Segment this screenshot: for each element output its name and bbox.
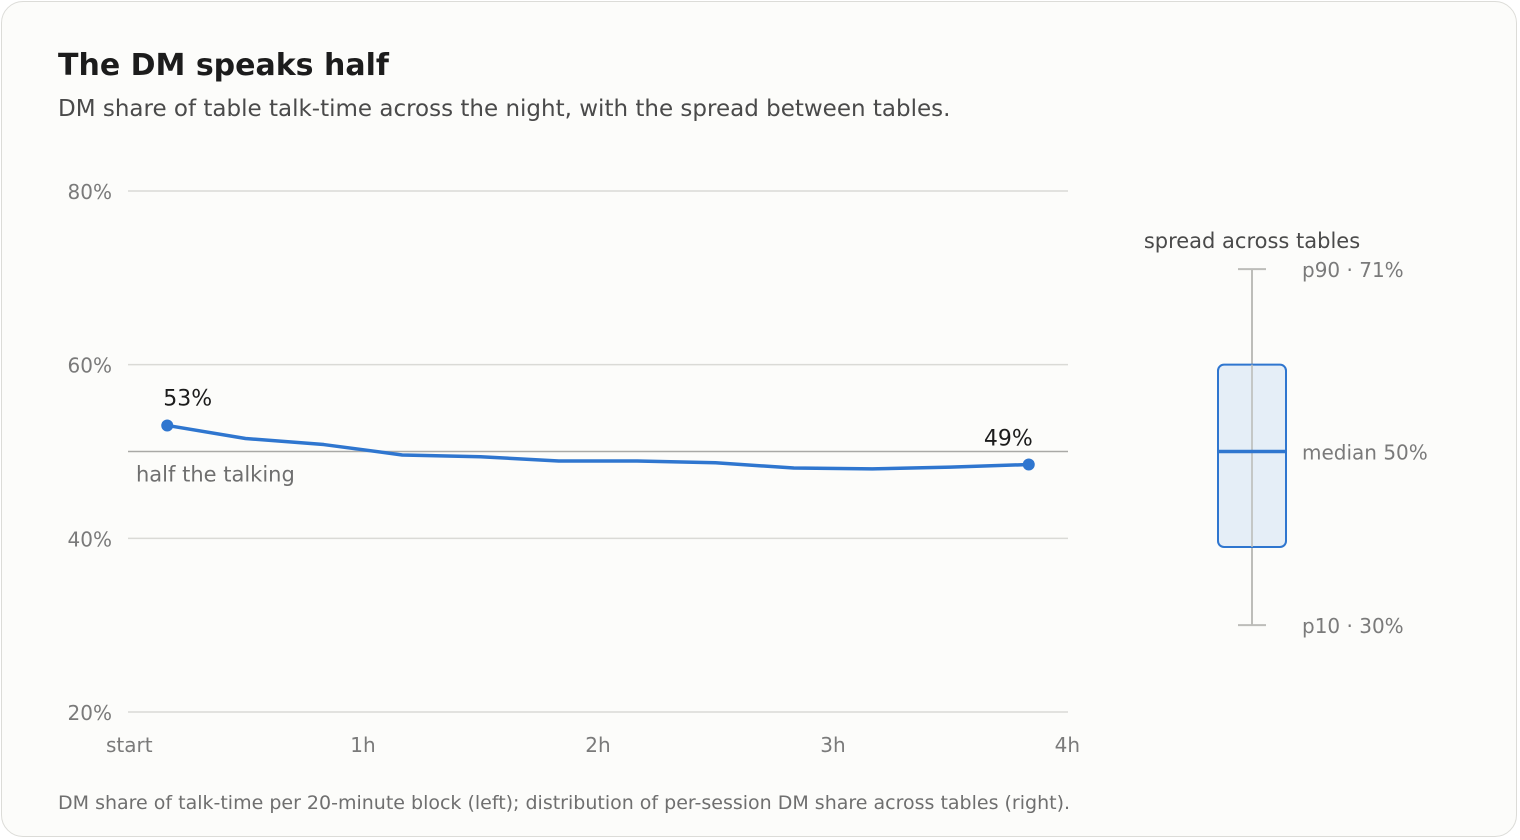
y-tick-label: 20% xyxy=(68,701,112,725)
boxplot-title: spread across tables xyxy=(1144,229,1360,253)
data-label-end: 49% xyxy=(984,427,1033,452)
chart-footnote: DM share of talk-time per 20-minute bloc… xyxy=(58,792,1071,814)
boxplot-group: spread across tables p90 · 71% median 50% p… xyxy=(1144,229,1428,638)
data-point-end xyxy=(1022,458,1035,471)
x-tick-label: 2h xyxy=(585,733,610,757)
p90-label: p90 · 71% xyxy=(1302,258,1404,282)
chart-title: The DM speaks half xyxy=(58,48,389,83)
y-tick-label: 60% xyxy=(68,354,112,378)
y-tick-label: 80% xyxy=(68,180,112,204)
x-tick-label: 4h xyxy=(1055,733,1080,757)
x-axis-tick-labels: start 1h 2h 3h 4h xyxy=(106,733,1080,757)
series-line xyxy=(165,423,1031,471)
x-tick-label: 3h xyxy=(820,733,845,757)
y-axis-tick-labels: 20% 40% 60% 80% xyxy=(68,180,112,725)
reference-line-group: half the talking xyxy=(128,450,1068,487)
reference-line-label: half the talking xyxy=(136,463,295,487)
gridlines xyxy=(128,190,1068,713)
x-tick-label: 1h xyxy=(350,733,375,757)
x-tick-label: start xyxy=(106,733,153,757)
chart-subtitle: DM share of table talk-time across the n… xyxy=(58,96,951,122)
data-point-start xyxy=(161,419,174,432)
series-line-group: 53% 49% xyxy=(161,386,1035,471)
p10-label: p10 · 30% xyxy=(1302,614,1404,638)
median-label: median 50% xyxy=(1302,441,1428,465)
y-tick-label: 40% xyxy=(68,527,112,551)
data-label-start: 53% xyxy=(163,386,212,411)
